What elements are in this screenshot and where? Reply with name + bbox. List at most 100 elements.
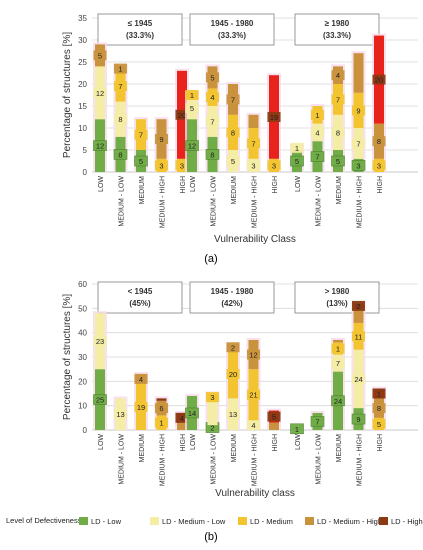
category-label: MEDIUM - LOW — [211, 176, 218, 227]
category-label: MEDIUM — [139, 176, 146, 205]
data-label-box — [226, 156, 240, 166]
category-label: MEDIUM - HIGH — [160, 434, 167, 486]
data-label: 2 — [356, 302, 360, 311]
data-label-box — [155, 417, 168, 428]
data-label: 3 — [251, 161, 255, 170]
data-label-box — [185, 140, 199, 151]
legend-item-label: LD - Medium — [250, 517, 293, 526]
bar-segment — [353, 308, 364, 323]
y-tick-label: 20 — [78, 377, 87, 386]
category-label: LOW — [98, 176, 105, 192]
bar-segment — [248, 114, 259, 128]
data-label-box — [372, 388, 386, 399]
category-label: MEDIUM - LOW — [119, 176, 126, 227]
y-tick-label: 40 — [78, 329, 87, 338]
y-tick-label: 10 — [78, 124, 87, 133]
data-label-box — [352, 331, 365, 342]
data-label-box — [206, 392, 219, 403]
data-label: 5 — [295, 157, 299, 166]
y-tick-label: 50 — [78, 304, 87, 313]
data-label: 4 — [210, 93, 214, 102]
data-label-box — [185, 90, 199, 100]
data-label-box — [372, 418, 386, 429]
y-tick-label: 35 — [78, 14, 87, 23]
data-label-box — [247, 389, 260, 400]
data-label-box — [372, 160, 386, 171]
data-label-box — [226, 369, 240, 380]
data-label: 1 — [336, 344, 340, 353]
data-label: 3 — [356, 161, 360, 170]
legend-item-label: LD - Medium - High — [317, 517, 382, 526]
category-label: MEDIUM - HIGH — [357, 176, 364, 228]
category-label: LOW — [295, 176, 302, 192]
data-label: 8 — [377, 137, 381, 146]
data-label: 4 — [139, 375, 143, 384]
category-label: MEDIUM - LOW — [316, 434, 323, 485]
data-label-box — [331, 343, 345, 354]
x-axis-title: Vulnerability class — [215, 488, 295, 499]
category-label: MEDIUM — [336, 434, 343, 463]
data-label: 12 — [96, 89, 104, 98]
period-title-box — [97, 13, 183, 46]
data-label: 3 — [377, 161, 381, 170]
category-label: MEDIUM — [139, 434, 146, 463]
category-label: HIGH — [180, 434, 187, 452]
data-label-box — [311, 127, 324, 138]
data-label: 1 — [295, 425, 299, 434]
data-label-box — [310, 151, 325, 162]
legend-title: Level of Defectiveness: — [6, 516, 84, 525]
data-label: 14 — [188, 409, 196, 418]
data-label: 8 — [377, 404, 381, 413]
data-label: 7 — [231, 95, 235, 104]
data-label: 5 — [336, 157, 340, 166]
period-share: (33.3%) — [218, 31, 246, 40]
data-label-box — [93, 50, 107, 61]
data-label-box — [113, 149, 128, 160]
data-label-box — [206, 92, 219, 103]
data-label-box — [331, 358, 345, 369]
category-label: HIGH — [377, 176, 384, 194]
data-label: 20 — [375, 76, 383, 85]
data-label: 7 — [356, 139, 360, 148]
category-label: MEDIUM - HIGH — [160, 176, 167, 228]
panel-label: (a) — [204, 253, 217, 265]
data-label: 5 — [272, 413, 276, 422]
data-label-box — [310, 416, 325, 427]
period-share: (13%) — [326, 299, 348, 308]
period-title: 1945 - 1980 — [211, 287, 254, 296]
y-tick-label: 10 — [78, 402, 87, 411]
data-label-box — [134, 129, 148, 140]
period-title-box — [97, 281, 183, 314]
period-title-box — [189, 13, 275, 46]
data-label-box — [247, 160, 260, 171]
data-label: 4 — [180, 414, 184, 423]
data-label: 9 — [159, 135, 163, 144]
data-label: 9 — [356, 415, 360, 424]
data-label: 19 — [270, 113, 278, 122]
category-label: LOW — [190, 176, 197, 192]
data-label-box — [175, 109, 189, 120]
bar-segment — [333, 339, 343, 343]
y-tick-label: 30 — [78, 36, 87, 45]
data-label-box — [93, 140, 107, 151]
data-label-box — [331, 127, 345, 138]
category-label: LOW — [190, 434, 197, 450]
data-label: 7 — [315, 417, 319, 426]
data-label-box — [155, 160, 168, 171]
period-share: (33.3%) — [323, 31, 351, 40]
data-label: 8 — [118, 115, 122, 124]
data-label-box — [352, 373, 365, 384]
data-label-box — [114, 409, 127, 420]
category-label: HIGH — [272, 176, 279, 194]
y-tick-label: 20 — [78, 80, 87, 89]
category-label: HIGH — [272, 434, 279, 452]
data-label: 5 — [377, 420, 381, 429]
category-label: MEDIUM - LOW — [316, 176, 323, 227]
category-label: MEDIUM — [231, 434, 238, 463]
legend-swatch — [305, 517, 314, 525]
data-label-box — [205, 149, 220, 160]
data-label: 8 — [336, 128, 340, 137]
category-label: MEDIUM — [336, 176, 343, 205]
bar-segment — [177, 422, 187, 430]
period-share: (42%) — [221, 299, 243, 308]
